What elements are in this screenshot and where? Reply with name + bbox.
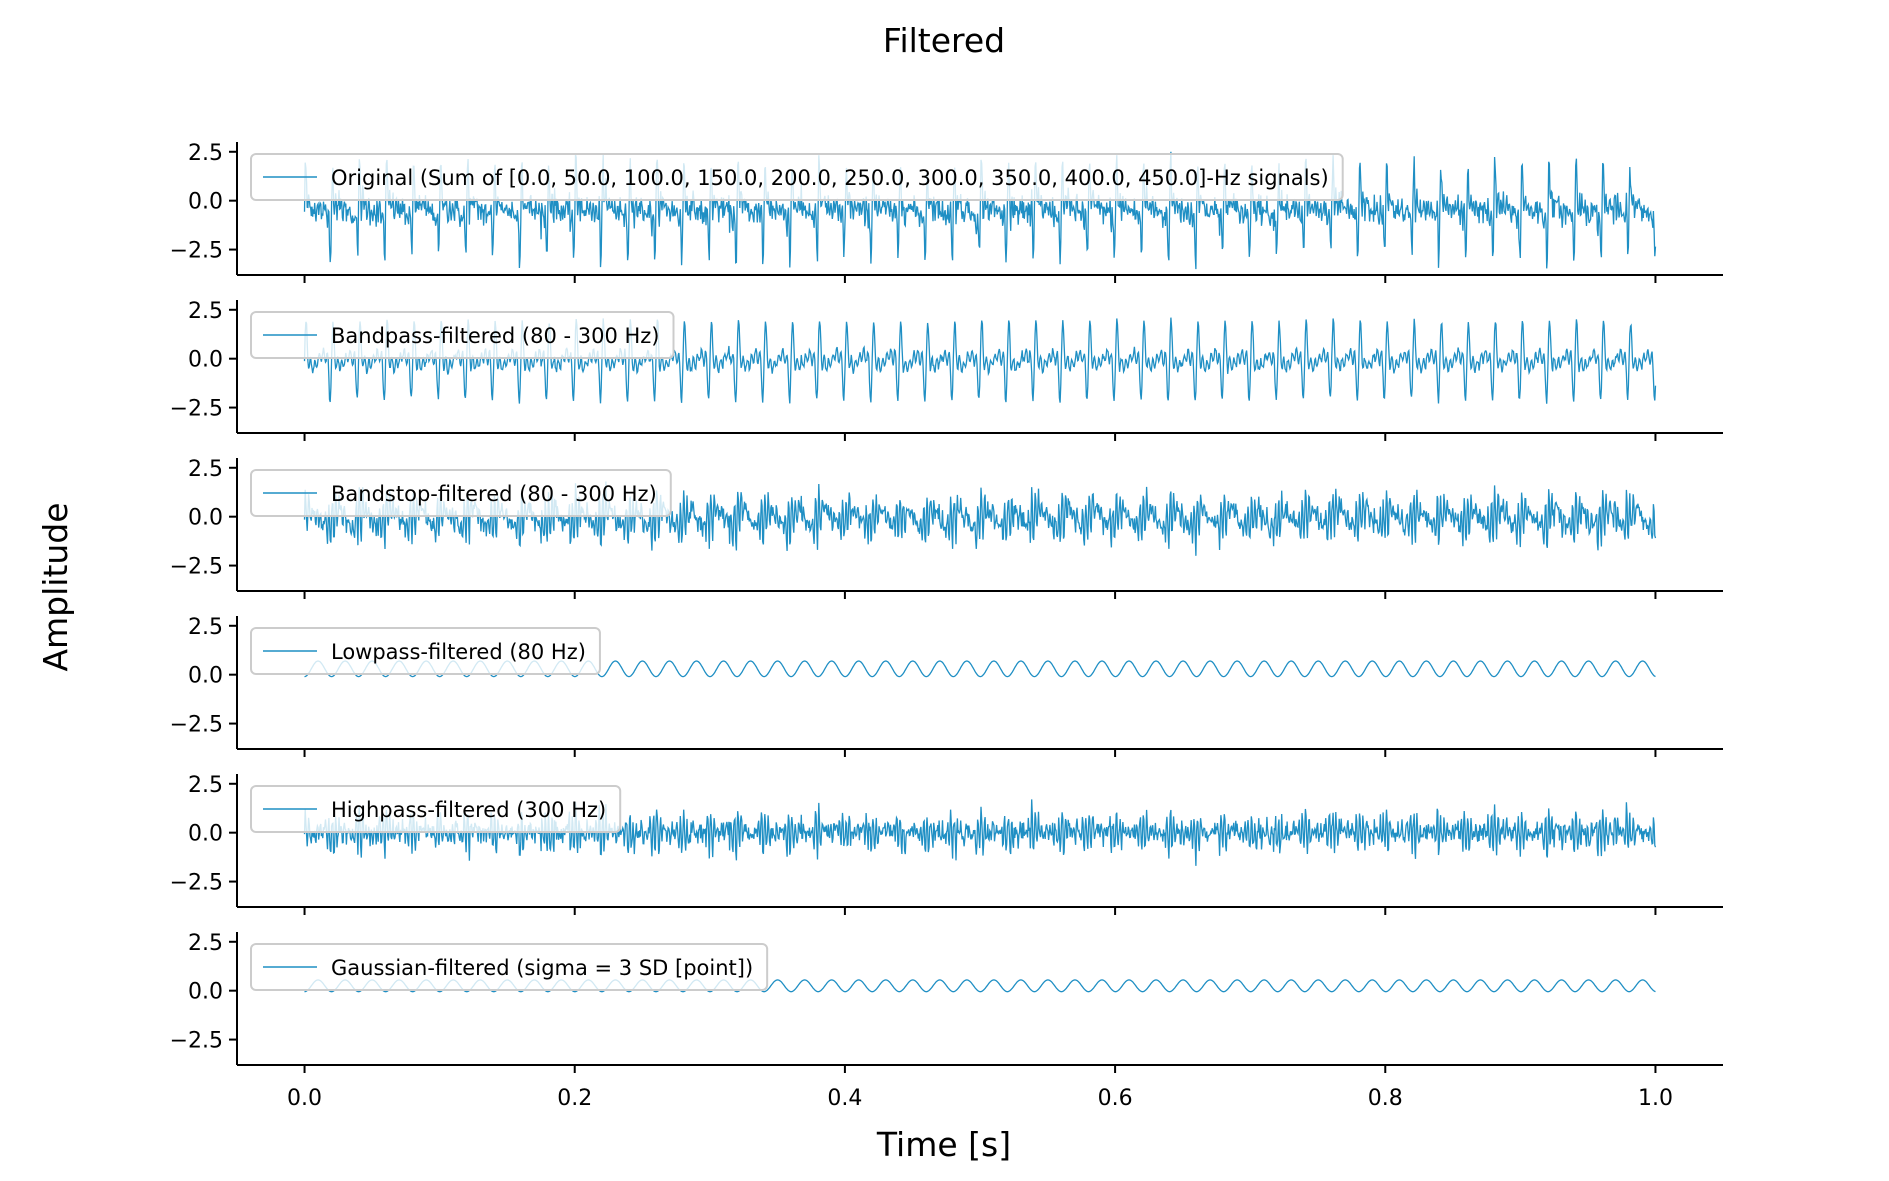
y-tick-label: 0.0 bbox=[188, 980, 223, 1005]
y-tick-label: 2.5 bbox=[188, 141, 223, 166]
y-tick-label: 2.5 bbox=[188, 931, 223, 956]
legend-frame bbox=[250, 311, 675, 359]
signal-line bbox=[303, 151, 1657, 270]
x-tick-label: 0.6 bbox=[1098, 1086, 1133, 1111]
legend-label: Original (Sum of [0.0, 50.0, 100.0, 150.… bbox=[331, 166, 1329, 190]
figure-title: Filtered bbox=[883, 21, 1005, 60]
subplot-6: 2.5 0.0 −2.5 Gaussian-filtered (sigma = 3 S… bbox=[170, 931, 1723, 1073]
legend-frame bbox=[250, 943, 769, 991]
subplot-stack: 2.5 0.0 −2.5 Original (Sum of [0.0, 50.0, 1… bbox=[170, 141, 1723, 1073]
y-axis-title: Amplitude bbox=[36, 502, 75, 671]
y-tick-label: 0.0 bbox=[188, 664, 223, 689]
x-tick-label: 0.2 bbox=[557, 1086, 592, 1111]
y-tick-label: −2.5 bbox=[170, 239, 223, 264]
x-axis-title: Time [s] bbox=[876, 1125, 1011, 1164]
legend-frame bbox=[250, 627, 601, 675]
subplot-5: 2.5 0.0 −2.5 Highpass-filtered (300 Hz) bbox=[170, 773, 1723, 915]
y-tick-label: −2.5 bbox=[170, 871, 223, 896]
legend-frame bbox=[250, 153, 1344, 201]
signal-line bbox=[303, 317, 1657, 404]
legend: Bandpass-filtered (80 - 300 Hz) bbox=[250, 311, 675, 359]
subplot-3: 2.5 0.0 −2.5 Bandstop-filtered (80 - 300 Hz… bbox=[170, 457, 1723, 599]
legend-label: Bandstop-filtered (80 - 300 Hz) bbox=[331, 482, 657, 506]
y-tick-label: 0.0 bbox=[188, 822, 223, 847]
legend-label: Gaussian-filtered (sigma = 3 SD [point]) bbox=[331, 956, 753, 980]
y-tick-label: 2.5 bbox=[188, 773, 223, 798]
legend: Gaussian-filtered (sigma = 3 SD [point]) bbox=[250, 943, 769, 991]
legend: Original (Sum of [0.0, 50.0, 100.0, 150.… bbox=[250, 153, 1344, 201]
y-tick-label: 0.0 bbox=[188, 190, 223, 215]
subplot-1: 2.5 0.0 −2.5 Original (Sum of [0.0, 50.0, 1… bbox=[170, 141, 1723, 283]
x-tick-label: 0.8 bbox=[1368, 1086, 1403, 1111]
x-tick-label: 0.0 bbox=[287, 1086, 322, 1111]
y-tick-label: 2.5 bbox=[188, 615, 223, 640]
subplot-2: 2.5 0.0 −2.5 Bandpass-filtered (80 - 300 Hz… bbox=[170, 299, 1723, 441]
subplot-4: 2.5 0.0 −2.5 Lowpass-filtered (80 Hz) bbox=[170, 615, 1723, 757]
legend-label: Lowpass-filtered (80 Hz) bbox=[331, 640, 586, 664]
y-tick-label: −2.5 bbox=[170, 713, 223, 738]
y-tick-label: −2.5 bbox=[170, 1029, 223, 1054]
legend-frame bbox=[250, 785, 622, 833]
legend-label: Bandpass-filtered (80 - 300 Hz) bbox=[331, 324, 660, 348]
y-tick-label: 2.5 bbox=[188, 299, 223, 324]
legend-frame bbox=[250, 469, 672, 517]
y-tick-label: 0.0 bbox=[188, 348, 223, 373]
y-tick-label: 2.5 bbox=[188, 457, 223, 482]
x-tick-label: 1.0 bbox=[1638, 1086, 1673, 1111]
legend: Bandstop-filtered (80 - 300 Hz) bbox=[250, 469, 672, 517]
x-tick-label: 0.4 bbox=[827, 1086, 862, 1111]
y-tick-label: −2.5 bbox=[170, 397, 223, 422]
legend-label: Highpass-filtered (300 Hz) bbox=[331, 798, 606, 822]
y-tick-label: 0.0 bbox=[188, 506, 223, 531]
x-axis-ticks: 0.0 0.2 0.4 0.6 0.8 1.0 bbox=[287, 1086, 1673, 1111]
legend: Lowpass-filtered (80 Hz) bbox=[250, 627, 601, 675]
legend: Highpass-filtered (300 Hz) bbox=[250, 785, 622, 833]
y-tick-label: −2.5 bbox=[170, 555, 223, 580]
